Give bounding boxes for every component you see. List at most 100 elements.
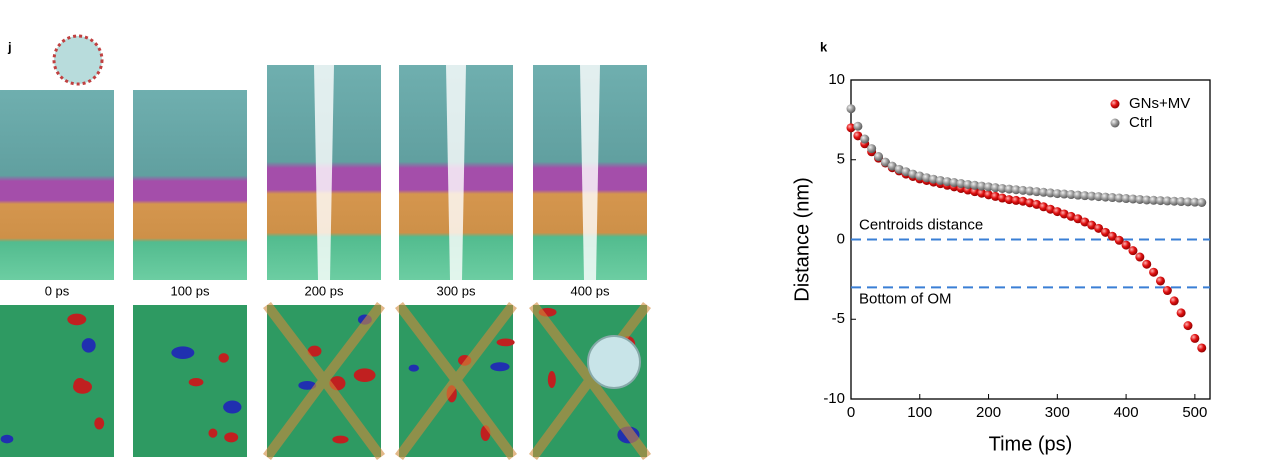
y-tick-label: 0 [837, 230, 845, 247]
panel-label: k [820, 39, 828, 54]
data-point [1032, 199, 1042, 209]
lipid-patch [490, 362, 510, 372]
snapshot-label: 200 ps [304, 283, 344, 298]
data-point [1011, 185, 1021, 195]
data-point [997, 183, 1007, 193]
snapshot-label: 400 ps [570, 283, 610, 298]
x-tick-label: 100 [907, 404, 932, 421]
data-point [1094, 192, 1104, 202]
data-point [970, 187, 980, 197]
data-point [1100, 192, 1110, 202]
y-tick-label: 10 [828, 71, 845, 88]
data-point [853, 131, 863, 141]
data-point [1162, 196, 1172, 206]
data-point [1025, 186, 1035, 196]
lipid-patch [81, 338, 96, 353]
data-point [977, 181, 987, 191]
y-tick-label: 5 [837, 151, 845, 168]
data-point [990, 191, 1000, 201]
data-point [1121, 240, 1131, 250]
data-point [990, 183, 1000, 193]
snapshots: 0 ps 100 ps 200 ps 300 ps 400 ps [0, 34, 652, 460]
lipid-patch [94, 417, 105, 430]
data-point [1183, 321, 1193, 331]
data-point [1149, 267, 1159, 277]
data-point [1107, 231, 1117, 241]
data-point [1135, 252, 1145, 262]
data-point [1155, 276, 1165, 286]
data-point [1045, 204, 1055, 214]
data-point [1190, 197, 1200, 207]
lipid-patch [218, 353, 229, 363]
data-point [963, 179, 973, 189]
lipid-patch [332, 435, 349, 444]
data-point [1032, 187, 1042, 197]
data-point [935, 175, 945, 185]
data-point [846, 123, 856, 133]
data-point [1169, 296, 1179, 306]
data-point [1004, 184, 1014, 194]
snapshot-label: 300 ps [436, 283, 476, 298]
legend-label: Ctrl [1129, 114, 1152, 131]
membrane-pore [580, 65, 600, 280]
data-point [853, 121, 863, 131]
data-point [1039, 202, 1049, 212]
data-point [1011, 195, 1021, 205]
x-axis-title: Time (ps) [989, 433, 1073, 455]
data-point [887, 161, 897, 171]
data-point [1197, 343, 1207, 353]
data-point [1162, 286, 1172, 296]
y-tick-label: -10 [823, 390, 845, 407]
pore-top [262, 301, 386, 460]
data-point [1149, 195, 1159, 205]
data-point [1073, 214, 1083, 224]
data-point [1100, 227, 1110, 237]
data-point [1190, 333, 1200, 343]
lipid-patch [188, 378, 204, 387]
data-point [1087, 191, 1097, 201]
data-point [1142, 195, 1152, 205]
membrane-side-view [133, 90, 247, 280]
lipid-patch [223, 400, 242, 414]
snapshot-label: 0 ps [45, 283, 70, 298]
data-point [894, 164, 904, 174]
data-point [977, 188, 987, 198]
data-point [997, 193, 1007, 203]
data-point [1114, 193, 1124, 203]
membrane-side-view [0, 90, 114, 280]
x-tick-label: 500 [1182, 404, 1207, 421]
data-point [949, 178, 959, 188]
data-point [1045, 188, 1055, 198]
data-point [915, 171, 925, 181]
annotation: Bottom of OM [859, 290, 952, 307]
data-point [901, 167, 911, 177]
snapshot-label: 100 ps [170, 283, 210, 298]
data-point [1094, 223, 1104, 233]
y-axis-title: Distance (nm) [791, 177, 813, 301]
data-point [929, 174, 939, 184]
x-tick-label: 0 [847, 404, 855, 421]
data-point [1176, 308, 1186, 318]
data-point [1142, 259, 1152, 269]
data-point [1114, 235, 1124, 245]
data-point [1004, 195, 1014, 205]
lipid-patch [171, 346, 195, 360]
lipid-patch [353, 368, 376, 382]
data-point [1066, 211, 1076, 221]
data-point [1018, 196, 1028, 206]
legend-label: GNs+MV [1129, 95, 1190, 112]
membrane-top-view [0, 305, 114, 457]
data-point [1183, 197, 1193, 207]
data-point [956, 179, 966, 189]
lipid-patch [547, 371, 556, 388]
data-point [1080, 217, 1090, 227]
data-point [1073, 190, 1083, 200]
annotation: Centroids distance [859, 216, 983, 233]
x-tick-label: 300 [1045, 404, 1070, 421]
lipid-patch [496, 338, 515, 347]
data-point [1080, 191, 1090, 201]
data-point [860, 134, 870, 144]
data-point [1135, 194, 1145, 204]
data-point [1018, 185, 1028, 195]
